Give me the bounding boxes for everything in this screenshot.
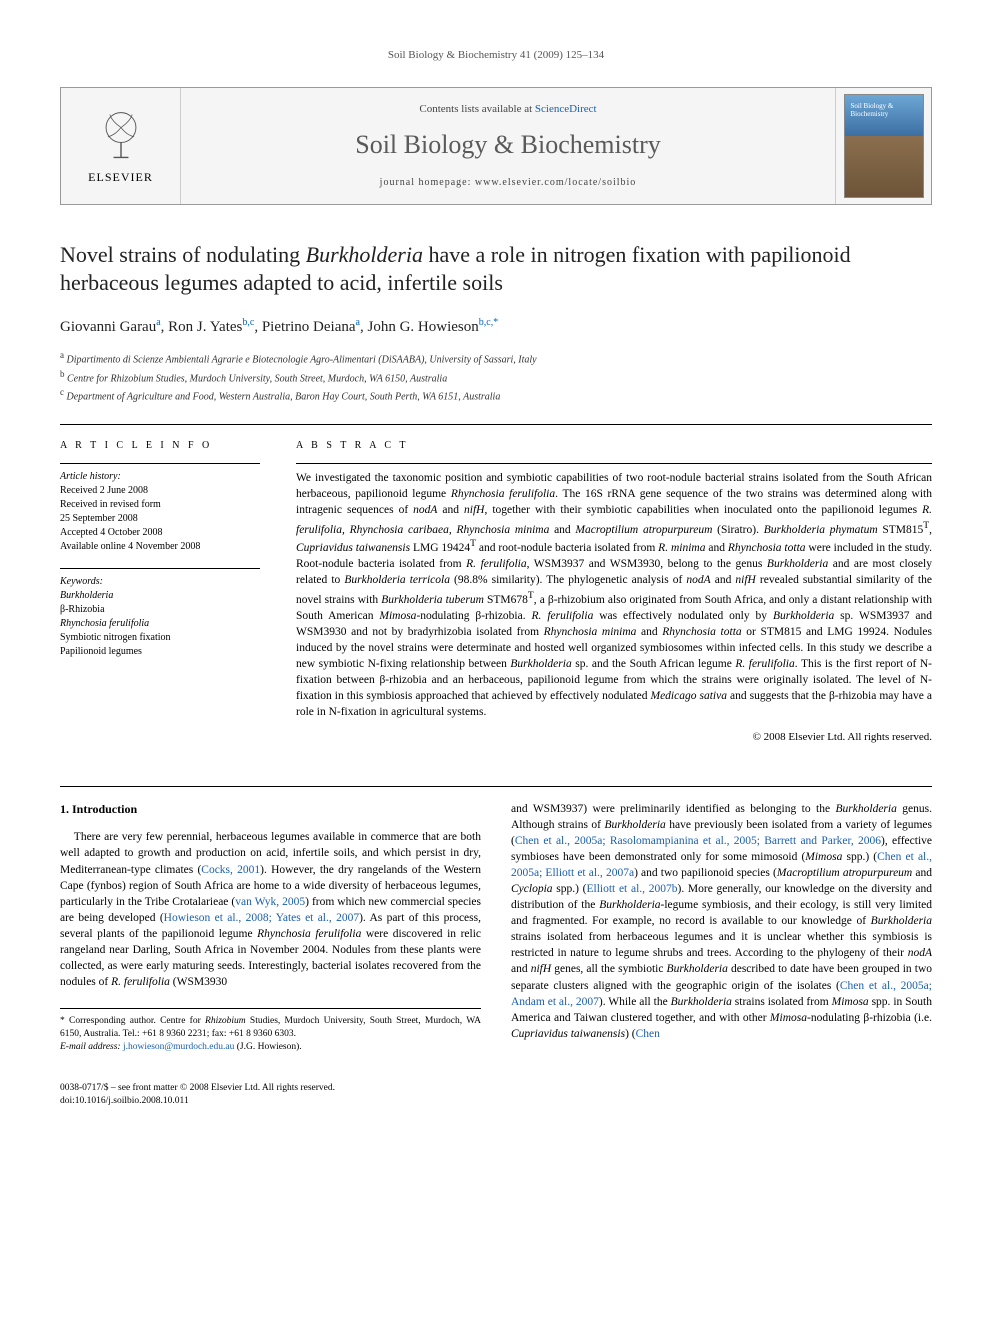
intro-para-col2: and WSM3937) were preliminarily identifi… (511, 801, 932, 1042)
author-list: Giovanni Garaua, Ron J. Yatesb,c, Pietri… (60, 316, 932, 337)
keyword: Rhynchosia ferulifolia (60, 617, 260, 631)
keyword: Symbiotic nitrogen fixation (60, 631, 260, 645)
journal-name: Soil Biology & Biochemistry (201, 127, 815, 162)
publisher-label: ELSEVIER (88, 169, 153, 185)
contents-prefix: Contents lists available at (419, 103, 534, 115)
title-part-b: Burkholderia (306, 242, 423, 267)
homepage-prefix: journal homepage: (380, 177, 475, 188)
intro-para-col1: There are very few perennial, herbaceous… (60, 829, 481, 990)
divider-bottom (60, 786, 932, 787)
elsevier-tree-icon (93, 107, 149, 163)
corresponding-author: * Corresponding author. Centre for Rhizo… (60, 1008, 481, 1053)
contents-line: Contents lists available at ScienceDirec… (201, 102, 815, 117)
homepage-url[interactable]: www.elsevier.com/locate/soilbio (475, 177, 636, 188)
sciencedirect-link[interactable]: ScienceDirect (535, 103, 597, 115)
history-label: Article history: (60, 470, 260, 484)
bottom-bar: 0038-0717/$ – see front matter © 2008 El… (60, 1082, 932, 1108)
history-line: Accepted 4 October 2008 (60, 526, 260, 540)
ref-link[interactable]: Chen et al., 2005a; Rasolomampianina et … (515, 835, 881, 847)
cover-thumb-wrap (835, 88, 931, 204)
keyword: Burkholderia (60, 589, 260, 603)
journal-masthead: ELSEVIER Contents lists available at Sci… (60, 87, 932, 205)
corr-email-link[interactable]: j.howieson@murdoch.edu.au (123, 1042, 234, 1052)
keyword: Papilionoid legumes (60, 645, 260, 659)
body-columns: 1. Introduction There are very few peren… (60, 801, 932, 1054)
ref-link[interactable]: Howieson et al., 2008; Yates et al., 200… (164, 912, 359, 924)
intro-heading: 1. Introduction (60, 801, 481, 818)
info-divider-2 (60, 568, 260, 569)
keywords-block: Keywords: Burkholderiaβ-RhizobiaRhynchos… (60, 575, 260, 659)
corr-who: (J.G. Howieson). (234, 1042, 301, 1052)
doi-line: doi:10.1016/j.soilbio.2008.10.011 (60, 1095, 932, 1108)
ref-link[interactable]: Chen (636, 1028, 660, 1040)
article-title: Novel strains of nodulating Burkholderia… (60, 241, 932, 298)
title-part-a: Novel strains of nodulating (60, 242, 306, 267)
journal-cover-icon (844, 94, 924, 198)
history-line: 25 September 2008 (60, 512, 260, 526)
ref-link[interactable]: Cocks, 2001 (201, 864, 260, 876)
article-info-heading: A R T I C L E I N F O (60, 439, 260, 453)
article-info-col: A R T I C L E I N F O Article history: R… (60, 439, 260, 745)
abstract-col: A B S T R A C T We investigated the taxo… (296, 439, 932, 745)
issn-line: 0038-0717/$ – see front matter © 2008 El… (60, 1082, 932, 1095)
homepage-line: journal homepage: www.elsevier.com/locat… (201, 176, 815, 190)
keyword: β-Rhizobia (60, 603, 260, 617)
abstract-divider (296, 463, 932, 464)
abstract-copyright: © 2008 Elsevier Ltd. All rights reserved… (296, 730, 932, 745)
article-history: Article history: Received 2 June 2008Rec… (60, 470, 260, 554)
history-line: Received 2 June 2008 (60, 484, 260, 498)
info-divider-1 (60, 463, 260, 464)
running-head: Soil Biology & Biochemistry 41 (2009) 12… (60, 48, 932, 63)
ref-link[interactable]: Elliott et al., 2007b (586, 883, 677, 895)
keywords-label: Keywords: (60, 575, 260, 589)
corr-ital: Rhizobium (205, 1016, 246, 1026)
publisher-block: ELSEVIER (61, 88, 181, 204)
history-line: Received in revised form (60, 498, 260, 512)
email-label: E-mail address: (60, 1042, 123, 1052)
abstract-text: We investigated the taxonomic position a… (296, 470, 932, 720)
ref-link[interactable]: van Wyk, 2005 (235, 896, 305, 908)
affiliations: a Dipartimento di Scienze Ambientali Agr… (60, 349, 932, 404)
corr-label: Corresponding author. Centre for (65, 1016, 205, 1026)
abstract-heading: A B S T R A C T (296, 439, 932, 453)
masthead-center: Contents lists available at ScienceDirec… (181, 88, 835, 204)
history-line: Available online 4 November 2008 (60, 540, 260, 554)
divider-top (60, 424, 932, 425)
